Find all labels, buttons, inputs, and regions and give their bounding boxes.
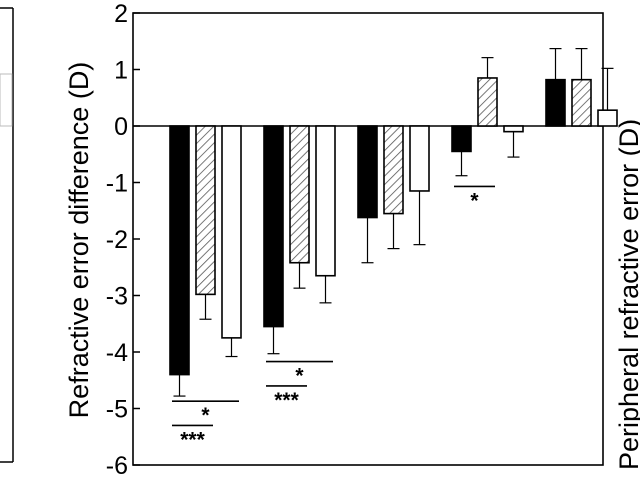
right-y-axis-label: Peripheral refractive error (D) (614, 119, 640, 470)
bar (571, 78, 592, 127)
bar (409, 125, 430, 192)
bar (195, 125, 216, 296)
y-axis: -6 -5 -4 -3 -2 -1 0 1 2 (106, 0, 140, 480)
y-tick-label: 1 (114, 57, 128, 85)
bar (289, 125, 310, 264)
bars-layer (169, 77, 618, 376)
left-panel-fragment (0, 7, 14, 463)
y-tick-label: 2 (114, 0, 128, 28)
significance-stars: * (295, 365, 304, 388)
significance-stars: * (470, 189, 479, 212)
bar (263, 125, 284, 328)
bar (503, 125, 524, 133)
significance-stars: *** (274, 389, 299, 412)
error-bars-layer (173, 47, 614, 397)
bar (169, 125, 190, 376)
bar (357, 125, 378, 219)
y-tick-label: -2 (106, 226, 128, 254)
y-tick-label: -4 (106, 339, 128, 367)
bar (545, 78, 566, 127)
y-tick-label: 0 (114, 113, 128, 141)
significance-stars: *** (180, 428, 205, 451)
significance-layer: ********* (172, 185, 495, 451)
y-tick-label: -6 (106, 452, 128, 480)
bar (477, 77, 498, 127)
y-tick-label: -1 (106, 170, 128, 198)
bar (221, 125, 242, 339)
bar (315, 125, 336, 277)
y-tick-label: -5 (106, 396, 128, 424)
significance-stars: * (201, 404, 210, 427)
bar (451, 125, 472, 153)
y-tick-label: -3 (106, 283, 128, 311)
bar (383, 125, 404, 215)
y-axis-label: Refractive error difference (D) (64, 62, 94, 419)
